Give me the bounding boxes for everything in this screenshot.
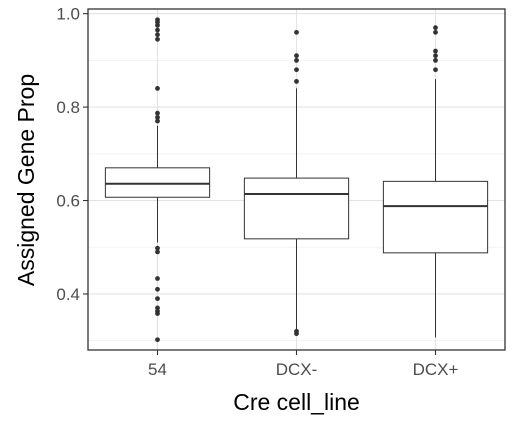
outlier-point [155, 311, 160, 316]
outlier-point [155, 286, 160, 292]
outlier-point [433, 25, 438, 31]
box-iqr [104, 167, 211, 198]
y-axis-title: Assigned Gene Prop [13, 74, 39, 286]
outlier-point [433, 57, 438, 63]
y-tick-label: 0.8 [56, 98, 80, 117]
outlier-point [294, 53, 299, 59]
box-3 [382, 25, 489, 338]
outlier-point [155, 276, 160, 281]
outlier-point [294, 57, 299, 63]
y-tick-label: 0.6 [56, 192, 80, 211]
box-iqr [382, 180, 489, 254]
box-2 [243, 29, 350, 337]
x-tick-label: DCX- [276, 360, 318, 379]
y-tick-label: 0.4 [56, 285, 80, 304]
outlier-point [155, 36, 160, 42]
box-iqr [243, 177, 350, 240]
outlier-point [294, 67, 299, 73]
outlier-point [155, 114, 160, 120]
x-tick-label: 54 [148, 360, 167, 379]
outlier-point [155, 249, 160, 255]
outlier-point [433, 67, 438, 73]
outlier-point [155, 86, 160, 91]
box-1 [104, 17, 211, 343]
outlier-point [294, 29, 299, 35]
x-axis-title: Cre cell_line [233, 389, 360, 415]
x-tick-label: DCX+ [413, 360, 459, 379]
outlier-point [155, 118, 160, 124]
outlier-point [155, 110, 160, 116]
outlier-point [294, 331, 299, 337]
outlier-point [294, 79, 299, 84]
boxes [104, 17, 489, 343]
outlier-point [155, 22, 160, 28]
outlier-point [155, 245, 160, 251]
outlier-point [433, 29, 438, 35]
outlier-point [155, 32, 160, 38]
x-axis: 54 DCX- DCX+ [148, 350, 458, 379]
outlier-point [433, 53, 438, 59]
outlier-point [155, 27, 160, 33]
outlier-point [155, 337, 160, 343]
outlier-point [155, 296, 160, 302]
y-axis: 0.4 0.6 0.8 1.0 [56, 5, 88, 304]
outlier-point [433, 48, 438, 54]
y-tick-label: 1.0 [56, 5, 80, 24]
